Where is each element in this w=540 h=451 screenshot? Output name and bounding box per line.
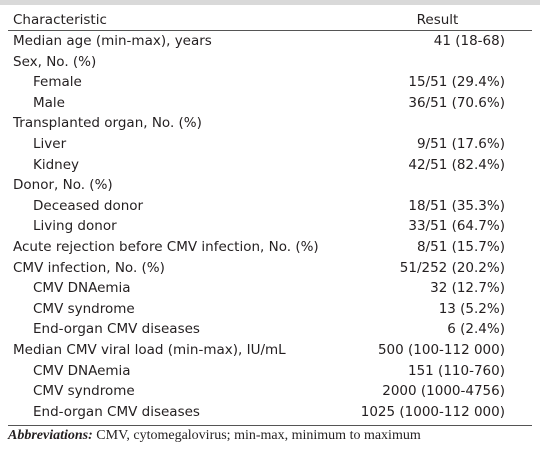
- row-label: Median CMV viral load (min-max), IU/mL: [13, 342, 286, 358]
- sub-row-label: CMV DNAemia: [33, 280, 131, 297]
- row-value: 33/51 (64.7%): [408, 218, 505, 235]
- row-value: 42/51 (82.4%): [408, 156, 505, 173]
- row-label: Donor, No. (%): [13, 177, 113, 194]
- row-value: 41 (18-68): [433, 33, 505, 49]
- sub-row-label: Kidney: [33, 156, 80, 173]
- sub-row-label: CMV syndrome: [33, 383, 135, 400]
- row-value: 13 (5.2%): [438, 300, 505, 317]
- footnote-label: Abbreviations:: [8, 428, 93, 443]
- row-value: 51/252 (20.2%): [399, 259, 505, 276]
- row-label: Acute rejection before CMV infection, No…: [13, 239, 319, 255]
- sub-row-label: CMV syndrome: [33, 300, 135, 317]
- header-cell: Result: [416, 12, 459, 28]
- row-label: Median age (min-max), years: [13, 33, 212, 49]
- rule: [8, 30, 532, 31]
- sub-row-label: CMV DNAemia: [33, 362, 131, 379]
- row-label: Sex, No. (%): [13, 53, 97, 70]
- row-value: 151 (110-760): [408, 362, 505, 379]
- row-label: Transplanted organ, No. (%): [13, 115, 202, 132]
- sub-row-label: Liver: [33, 136, 67, 152]
- rule: [8, 425, 532, 426]
- row-value: 1025 (1000-112 000): [360, 403, 505, 420]
- row-label: CMV infection, No. (%): [13, 259, 165, 276]
- row-value: 32 (12.7%): [430, 280, 505, 297]
- row-value: 500 (100-112 000): [377, 342, 505, 358]
- row-value: 15/51 (29.4%): [408, 74, 505, 91]
- sub-row-label: Living donor: [33, 218, 117, 235]
- row-value: 8/51 (15.7%): [416, 239, 505, 255]
- header-cell: Characteristic: [13, 12, 107, 28]
- footnote: Abbreviations: CMV, cytomegalovirus; min…: [8, 428, 421, 444]
- sub-row-label: Deceased donor: [33, 197, 144, 214]
- sub-row-label: End-organ CMV diseases: [33, 321, 200, 338]
- sub-row-label: Male: [33, 94, 65, 111]
- row-value: 2000 (1000-4756): [382, 383, 505, 400]
- sub-row-label: End-organ CMV diseases: [33, 403, 200, 420]
- row-value: 9/51 (17.6%): [416, 136, 505, 152]
- top-bar: [0, 0, 540, 5]
- row-value: 18/51 (35.3%): [408, 197, 505, 214]
- footnote-text: CMV, cytomegalovirus; min-max, minimum t…: [96, 428, 421, 443]
- row-value: 36/51 (70.6%): [408, 94, 505, 111]
- sub-row-label: Female: [33, 74, 82, 91]
- row-value: 6 (2.4%): [447, 321, 505, 338]
